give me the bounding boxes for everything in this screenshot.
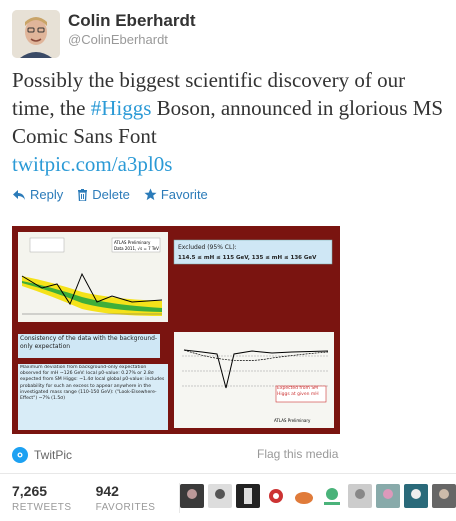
twitpic-source[interactable]: TwitPic (34, 448, 73, 462)
excluded-title: Excluded (95% CL): (178, 244, 237, 251)
flag-media-link[interactable]: Flag this media (257, 447, 339, 461)
stats-separator (179, 483, 181, 513)
divider (0, 473, 456, 474)
favoriter-avatar[interactable] (292, 484, 316, 508)
favoriter-avatar[interactable] (432, 484, 456, 508)
favorite-label: Favorite (160, 187, 208, 202)
tweet-text-part2: Boson, announced in glorious MS Comic Sa… (12, 96, 444, 148)
favoriter-avatar[interactable] (320, 484, 344, 508)
favoriter-avatar[interactable] (264, 484, 288, 508)
deviation-text: Maximum deviation from background-only e… (20, 365, 165, 402)
tweet-text: Possibly the biggest scientific discover… (12, 66, 448, 178)
favoriter-avatar[interactable] (208, 484, 232, 508)
favoriters-avatars (180, 484, 456, 508)
favoriter-avatar[interactable] (376, 484, 400, 508)
delete-label: Delete (92, 187, 130, 202)
reply-button[interactable]: Reply (12, 187, 63, 202)
author-name[interactable]: Colin Eberhardt (68, 11, 196, 30)
consistency-text: Consistency of the data with the backgro… (20, 335, 158, 350)
author-handle[interactable]: @ColinEberhardt (68, 32, 168, 47)
atlas-label-bottom: ATLAS Preliminary (274, 418, 311, 423)
retweets-label: RETWEETS (12, 502, 72, 513)
favoriter-avatar[interactable] (236, 484, 260, 508)
retweets-stat[interactable]: 7,265 RETWEETS (12, 483, 72, 513)
star-icon (144, 188, 157, 201)
media-image[interactable]: ATLAS Preliminary Data 2011, √s = 7 TeV … (12, 226, 340, 434)
favoriter-avatar[interactable] (404, 484, 428, 508)
favorites-stat[interactable]: 942 FAVORITES (96, 483, 156, 513)
avatar[interactable] (12, 10, 60, 58)
data-label-top: Data 2011, √s = 7 TeV (114, 246, 159, 251)
favoriter-avatar[interactable] (348, 484, 372, 508)
twitpic-icon (12, 447, 28, 463)
twitpic-link[interactable]: twitpic.com/a3pl0s (12, 152, 173, 176)
reply-label: Reply (30, 187, 64, 202)
expected-text: Expected from SM Higgs at given mH (277, 386, 319, 397)
favorites-count: 942 (95, 483, 119, 499)
retweets-count: 7,265 (12, 483, 48, 499)
trash-icon (78, 188, 88, 201)
tweet-text-part1: Possibly the biggest scientific discover… (12, 68, 406, 120)
media-footer: TwitPic Flag this media (12, 447, 446, 463)
tweet-actions: Reply Delete Favorite (12, 187, 208, 202)
favorite-button[interactable]: Favorite (144, 187, 208, 202)
reply-icon (13, 189, 25, 200)
tweet-stats: 7,265 RETWEETS 942 FAVORITES (12, 483, 200, 513)
delete-button[interactable]: Delete (77, 187, 130, 202)
hashtag-link[interactable]: #Higgs (90, 96, 152, 120)
excluded-range: 114.5 ≤ mH ≤ 115 GeV, 135 ≤ mH ≤ 136 GeV (178, 255, 317, 261)
favorites-label: FAVORITES (95, 502, 156, 513)
atlas-label-top: ATLAS Preliminary (114, 240, 151, 245)
favoriter-avatar[interactable] (180, 484, 204, 508)
